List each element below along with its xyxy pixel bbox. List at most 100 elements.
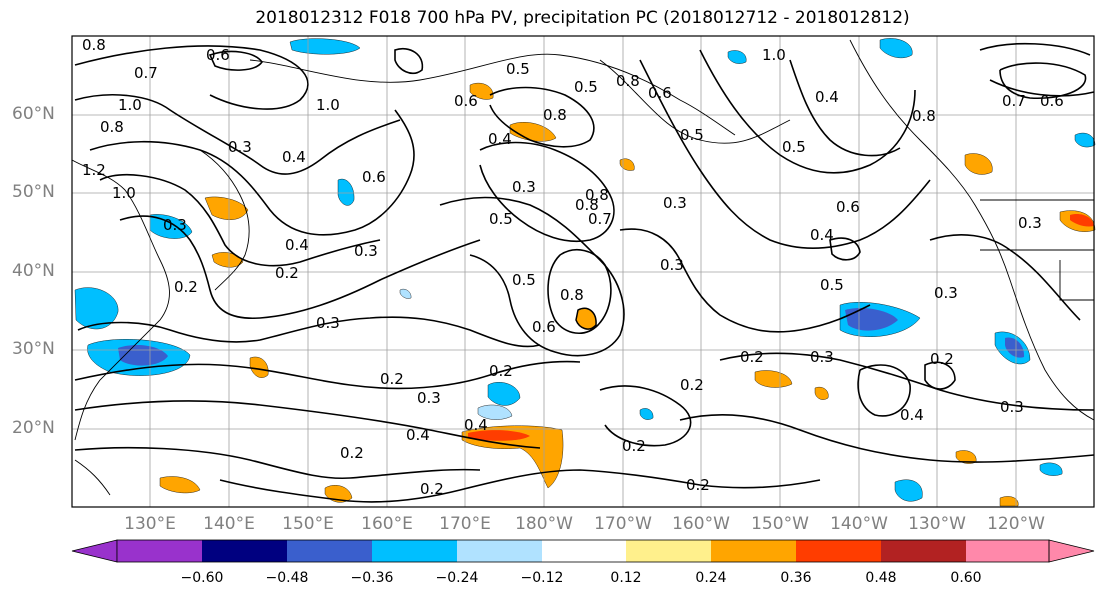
coastlines	[71, 39, 1095, 496]
contour-label: 0.3	[163, 216, 187, 234]
contour-label: 0.2	[420, 480, 444, 498]
colorbar-tick-label: 0.12	[610, 570, 642, 586]
contour-label: 0.2	[680, 376, 704, 394]
contour-label: 0.4	[815, 88, 839, 106]
colorbar-segment	[711, 540, 796, 562]
contour-label: 0.5	[782, 138, 806, 156]
contour-label: 0.6	[648, 84, 672, 102]
lon-label: 140°W	[830, 514, 888, 534]
lon-label: 160°W	[672, 514, 730, 534]
map-frame	[71, 35, 1095, 508]
colorbar-segment	[542, 540, 626, 562]
contour-label: 0.3	[663, 194, 687, 212]
colorbar-tick-label: −0.48	[265, 570, 309, 586]
contour-label: 0.6	[454, 92, 478, 110]
colorbar-tick-label: 0.48	[865, 570, 897, 586]
contour-label: 0.2	[686, 476, 710, 494]
contour-label: 0.8	[543, 106, 567, 124]
colorbar-extend-min	[71, 539, 118, 563]
lon-label: 120°W	[987, 514, 1045, 534]
contour-label: 0.2	[489, 362, 513, 380]
contour-label: 0.7	[588, 210, 612, 228]
contour-label: 0.2	[930, 350, 954, 368]
contour-label: 0.2	[380, 370, 404, 388]
lon-label: 180°W	[515, 514, 573, 534]
contour-label: 0.4	[464, 416, 488, 434]
lat-label: 30°N	[12, 339, 55, 359]
contour-label: 0.2	[622, 437, 646, 455]
colorbar-tick-label: 0.60	[950, 570, 982, 586]
colorbar-tick-label: −0.36	[350, 570, 394, 586]
lon-label: 130°E	[124, 514, 176, 534]
lat-label: 20°N	[12, 418, 55, 438]
contour-label: 1.2	[82, 161, 106, 179]
lat-label: 50°N	[12, 182, 55, 202]
colorbar-tick-label: 0.24	[695, 570, 727, 586]
contour-label: 0.3	[417, 389, 441, 407]
contour-label: 0.8	[100, 118, 124, 136]
plot-title: 2018012312 F018 700 hPa PV, precipitatio…	[255, 8, 910, 28]
contour-label: 0.5	[489, 210, 513, 228]
contour-label: 0.2	[275, 264, 299, 282]
contour-label: 0.2	[174, 278, 198, 296]
contour-label: 0.4	[285, 236, 309, 254]
colorbar-segment	[372, 540, 457, 562]
contour-label: 0.4	[810, 226, 834, 244]
contour-label-group: 0.8 0.6 0.7 1.0 0.8 1.2 1.0 0.3 0.4 0.6 …	[82, 36, 1064, 498]
contour-label: 0.3	[934, 284, 958, 302]
contour-label: 0.3	[512, 178, 536, 196]
contour-label: 0.7	[134, 64, 158, 82]
contour-label: 0.5	[512, 271, 536, 289]
contour-label: 0.6	[362, 168, 386, 186]
pv-contours	[74, 42, 1095, 503]
colorbar-segment	[202, 540, 287, 562]
colorbar-tick-label: −0.60	[180, 570, 224, 586]
contour-label: 0.3	[316, 314, 340, 332]
contour-label: 0.6	[206, 46, 230, 64]
contour-label: 1.0	[762, 46, 786, 64]
contour-label: 0.6	[532, 318, 556, 336]
colorbar-tick-label: 0.36	[780, 570, 812, 586]
contour-label: 0.5	[820, 276, 844, 294]
contour-label: 0.3	[1000, 398, 1024, 416]
colorbar-extend-max	[1048, 539, 1095, 563]
contour-label: 0.8	[575, 196, 599, 214]
colorbar	[71, 539, 1095, 563]
lon-label: 130°W	[908, 514, 966, 534]
lon-label: 150°E	[282, 514, 334, 534]
colorbar-segment	[881, 540, 966, 562]
contour-label: 0.2	[340, 444, 364, 462]
contour-label: 0.3	[354, 242, 378, 260]
colorbar-segment	[287, 540, 372, 562]
colorbar-segment	[117, 540, 202, 562]
contour-label: 0.3	[810, 348, 834, 366]
colorbar-segment	[457, 540, 542, 562]
contour-label: 0.5	[680, 126, 704, 144]
colorbar-tick-label: −0.24	[435, 570, 479, 586]
colorbar-tick-label: −0.12	[520, 570, 564, 586]
lon-label: 140°E	[203, 514, 255, 534]
contour-label: 0.7	[1002, 92, 1026, 110]
contour-label: 0.6	[1040, 92, 1064, 110]
lat-label: 40°N	[12, 261, 55, 281]
contour-label: 0.8	[585, 186, 609, 204]
contour-label: 0.3	[228, 138, 252, 156]
lat-label: 60°N	[12, 104, 55, 124]
contour-label: 0.4	[282, 148, 306, 166]
contour-label: 0.3	[660, 256, 684, 274]
lon-label: 160°E	[361, 514, 413, 534]
contour-label: 0.6	[836, 198, 860, 216]
colorbar-segment	[626, 540, 711, 562]
contour-label: 0.8	[82, 36, 106, 54]
contour-label: 0.5	[506, 60, 530, 78]
contour-label: 0.4	[900, 406, 924, 424]
colorbar-segment	[966, 540, 1049, 562]
graticule	[72, 36, 1094, 507]
contour-label: 1.0	[316, 96, 340, 114]
contour-label: 0.2	[740, 348, 764, 366]
contour-label: 0.4	[488, 130, 512, 148]
contour-label: 0.5	[574, 78, 598, 96]
colorbar-segment	[796, 540, 881, 562]
contour-label: 0.4	[406, 426, 430, 444]
